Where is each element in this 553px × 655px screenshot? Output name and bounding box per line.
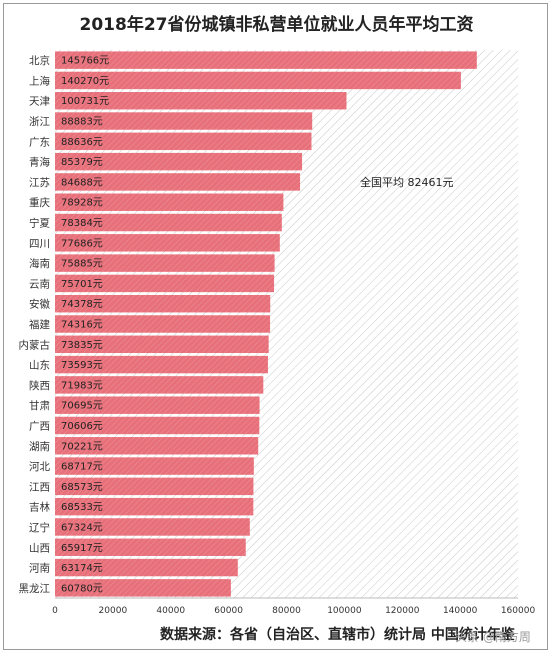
category-label: 四川 — [29, 238, 50, 250]
bar-value-label: 84688元 — [61, 177, 103, 188]
bar-value-label: 73593元 — [61, 360, 103, 371]
bar-13 — [55, 315, 271, 333]
x-axis: 0 20000 40000 60000 80000 100000 120000 140000 1… — [52, 597, 536, 616]
bar-value-label: 63174元 — [61, 563, 103, 574]
bar-value-label: 70606元 — [61, 421, 103, 432]
bar-value-label: 140270元 — [61, 76, 109, 87]
bar-value-label: 73835元 — [61, 340, 103, 351]
bar-22 — [55, 497, 254, 516]
bar-value-label: 100731元 — [61, 96, 109, 107]
bar-15 — [55, 355, 268, 374]
bar-1 — [55, 71, 461, 90]
x-tick-label: 120000 — [385, 606, 420, 616]
bar-16 — [55, 376, 264, 394]
x-tick-label: 160000 — [501, 606, 536, 616]
category-label: 宁夏 — [29, 217, 50, 230]
bar-value-label: 74378元 — [61, 299, 103, 310]
bar-value-label: 68573元 — [61, 482, 103, 493]
category-label: 浙江 — [29, 116, 50, 128]
bar-2 — [55, 92, 347, 110]
category-label: 海南 — [29, 257, 50, 270]
bar-7 — [55, 193, 284, 211]
category-label: 重庆 — [29, 196, 50, 209]
category-label: 江苏 — [29, 176, 50, 189]
bar-20 — [55, 457, 254, 475]
category-label: 青海 — [29, 156, 50, 169]
bar-24 — [55, 538, 246, 556]
bar-3 — [55, 112, 313, 130]
bar-value-label: 75885元 — [61, 259, 103, 270]
bar-value-label: 67324元 — [61, 522, 103, 533]
chart-frame — [3, 3, 548, 650]
bar-value-label: 68533元 — [61, 502, 103, 513]
bar-18 — [55, 416, 260, 435]
bar-12 — [55, 294, 271, 313]
category-label: 陕西 — [29, 379, 50, 392]
bar-0 — [55, 51, 477, 69]
x-tick-label: 60000 — [214, 606, 243, 616]
category-labels: 北京上海天津浙江广东青海江苏重庆宁夏四川海南云南安徽福建内蒙古山东陕西甘肃广西湖… — [19, 54, 51, 595]
source-note: 数据来源：各省（自治区、直辖市）统计局 中国统计年鉴 — [160, 627, 515, 643]
category-label: 内蒙古 — [19, 338, 51, 351]
x-tick-label: 100000 — [327, 606, 362, 616]
bar-17 — [55, 396, 260, 414]
x-tick-label: 40000 — [156, 606, 185, 616]
bar-value-label: 70221元 — [61, 441, 103, 452]
bar-14 — [55, 335, 269, 354]
bar-8 — [55, 213, 282, 232]
category-label: 山西 — [29, 542, 50, 554]
category-label: 广东 — [29, 135, 50, 148]
bars: 145766元 140270元 100731元 88883元 88636元 85379元 8… — [55, 51, 477, 597]
category-label: 黑龙江 — [19, 582, 51, 595]
bar-value-label: 65917元 — [61, 543, 103, 554]
bar-25 — [55, 558, 238, 577]
category-label: 甘肃 — [29, 399, 50, 412]
bar-value-label: 88883元 — [61, 117, 103, 128]
bar-6 — [55, 173, 301, 191]
bar-value-label: 60780元 — [61, 583, 103, 594]
category-label: 广西 — [29, 420, 50, 432]
category-label: 河南 — [29, 562, 50, 575]
bar-value-label: 85379元 — [61, 157, 103, 168]
bar-value-label: 88636元 — [61, 137, 103, 148]
bar-value-label: 68717元 — [61, 462, 103, 473]
bar-5 — [55, 152, 303, 171]
x-tick-label: 20000 — [99, 606, 128, 616]
bar-value-label: 145766元 — [61, 56, 109, 67]
bar-value-label: 74316元 — [61, 320, 103, 331]
bar-26 — [55, 579, 231, 597]
bar-value-label: 71983元 — [61, 380, 103, 391]
bar-value-label: 75701元 — [61, 279, 103, 290]
bar-value-label: 70695元 — [61, 401, 103, 412]
chart-title: 2018年27省份城镇非私营单位就业人员年平均工资 — [79, 15, 474, 35]
x-tick-label: 0 — [52, 606, 58, 616]
watermark: 头条 @南方周 — [455, 630, 531, 644]
bar-11 — [55, 274, 275, 293]
category-label: 湖南 — [29, 440, 50, 453]
category-label: 河北 — [29, 461, 50, 473]
bar-23 — [55, 518, 250, 536]
bar-value-label: 77686元 — [61, 238, 103, 249]
category-label: 江西 — [29, 481, 50, 493]
bar-19 — [55, 437, 259, 455]
category-label: 福建 — [29, 318, 50, 331]
category-label: 安徽 — [29, 298, 50, 311]
bar-value-label: 78384元 — [61, 218, 103, 229]
bar-10 — [55, 254, 275, 272]
category-label: 山东 — [29, 359, 50, 372]
bar-4 — [55, 132, 312, 151]
bar-9 — [55, 234, 280, 252]
x-tick-label: 80000 — [272, 606, 301, 616]
category-label: 辽宁 — [29, 521, 50, 534]
category-label: 上海 — [29, 74, 50, 87]
bar-21 — [55, 477, 254, 496]
average-annotation: 全国平均 82461元 — [360, 175, 454, 189]
x-tick-label: 140000 — [443, 606, 478, 616]
category-label: 天津 — [29, 96, 50, 108]
category-label: 云南 — [29, 277, 50, 290]
category-label: 吉林 — [29, 501, 50, 514]
category-label: 北京 — [29, 54, 50, 67]
bar-value-label: 78928元 — [61, 198, 103, 209]
